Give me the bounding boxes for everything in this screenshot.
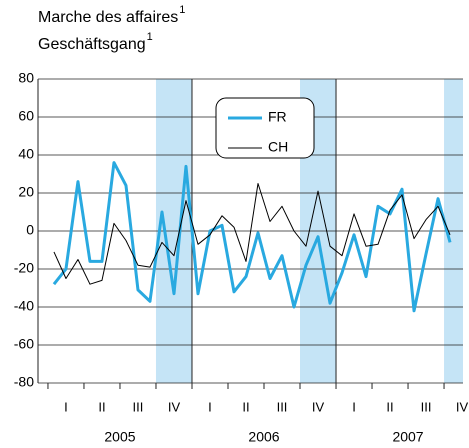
- y-tick-label: 0: [26, 222, 34, 238]
- year-label: 2006: [248, 429, 279, 445]
- title-footnote: 1: [179, 4, 185, 16]
- y-tick-label: 40: [18, 146, 34, 162]
- quarter-label: II: [242, 399, 249, 414]
- title-footnote: 1: [147, 31, 153, 43]
- quarter-label: III: [277, 399, 288, 414]
- y-tick-label: -40: [14, 298, 34, 314]
- y-tick-label: 60: [18, 108, 34, 124]
- legend-box: [215, 97, 315, 159]
- y-tick-label: -20: [14, 260, 34, 276]
- series-line: [53, 183, 451, 285]
- quarter-label: II: [98, 399, 105, 414]
- title-line: Marche des affaires: [38, 9, 178, 26]
- title-line: Geschäftsgang: [38, 36, 146, 53]
- legend-label: CH: [268, 139, 288, 155]
- quarter-label: I: [64, 399, 68, 414]
- quarter-label: I: [352, 399, 356, 414]
- quarter-label: I: [208, 399, 212, 414]
- y-tick-label: 20: [18, 184, 34, 200]
- y-tick-label: 80: [18, 70, 34, 86]
- quarter-label: II: [386, 399, 393, 414]
- year-label: 2005: [104, 429, 135, 445]
- quarter-label: III: [133, 399, 144, 414]
- quarter-label: III: [421, 399, 432, 414]
- series-line: [52, 161, 452, 313]
- y-tick-label: -80: [14, 374, 34, 390]
- y-tick-label: -60: [14, 336, 34, 352]
- year-label: 2007: [392, 429, 423, 445]
- quarter-label: IV: [168, 399, 181, 414]
- quarter-label: IV: [456, 399, 469, 414]
- legend-label: FR: [268, 109, 287, 125]
- quarter-label: IV: [312, 399, 325, 414]
